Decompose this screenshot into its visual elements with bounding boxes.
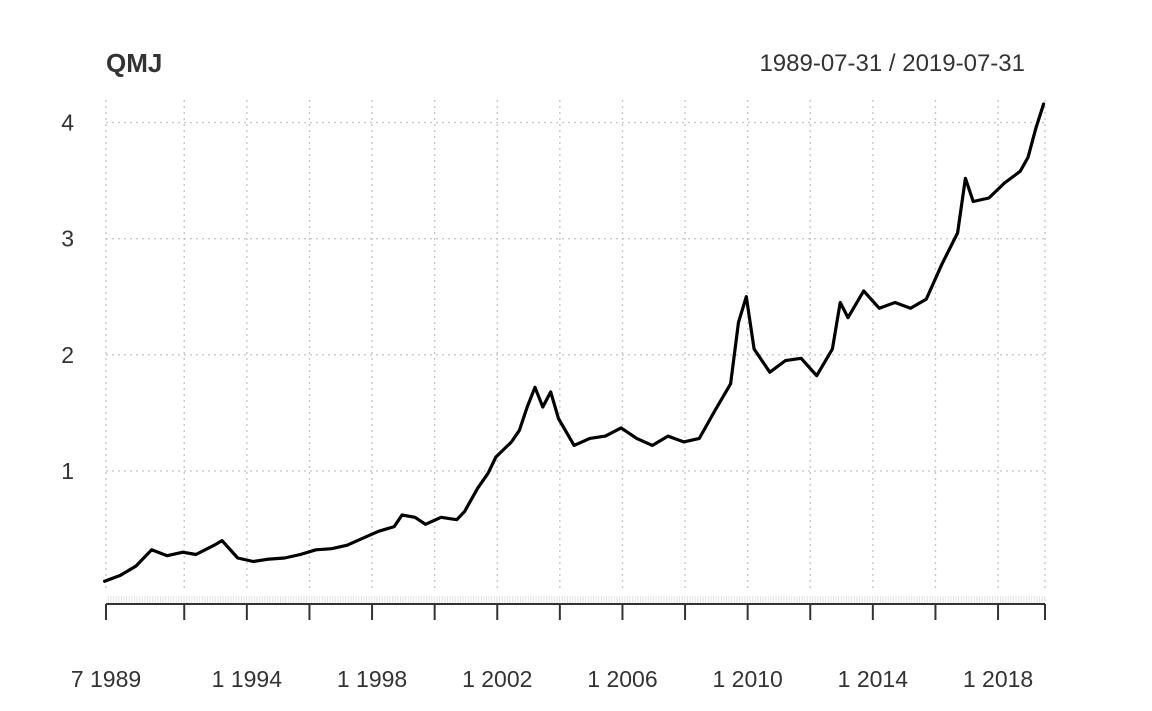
x-tick-label: 1 2010	[712, 666, 782, 692]
y-tick-label: 4	[61, 110, 74, 136]
date-range-label: 1989-07-31 / 2019-07-31	[759, 50, 1025, 77]
x-tick-label: 1 1998	[337, 666, 407, 692]
x-tick-label: 1 2006	[587, 666, 657, 692]
series-line-qmj	[103, 102, 1046, 583]
series-layer	[103, 102, 1046, 583]
y-tick-label: 3	[61, 226, 74, 252]
x-tick-label: 1 2014	[838, 666, 909, 692]
x-axis: 7 1989 1 1994 1 1998 1 2002 1 2006 1 2010 1 20…	[71, 596, 1046, 692]
y-tick-label: 2	[61, 342, 74, 368]
y-axis: 1 2 3 4	[61, 110, 74, 484]
grid	[105, 100, 1046, 590]
chart-title: QMJ	[106, 48, 162, 78]
x-tick-label: 1 2018	[963, 666, 1033, 692]
x-tick-label: 7 1989	[71, 666, 141, 692]
y-tick-label: 1	[61, 458, 74, 484]
x-tick-label: 1 2002	[462, 666, 532, 692]
x-tick-label: 1 1994	[212, 666, 283, 692]
